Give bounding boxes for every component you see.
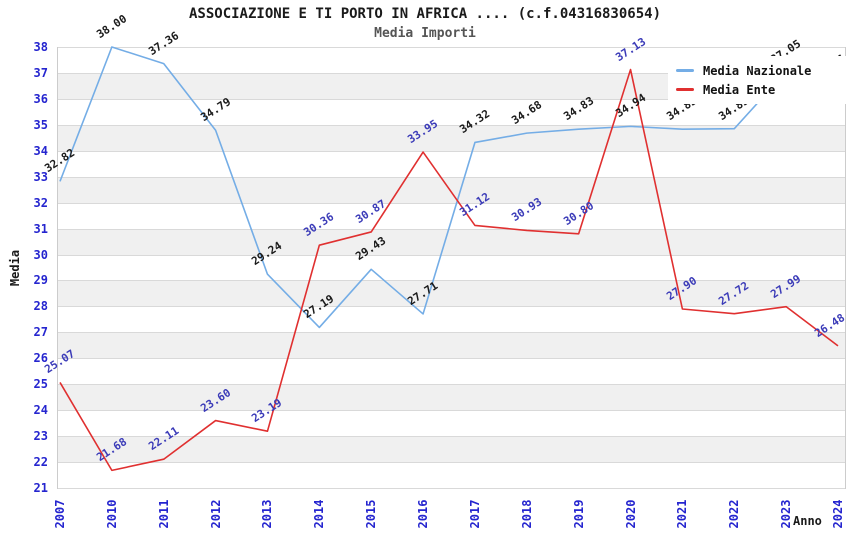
y-tick-label: 35 [33, 117, 48, 132]
y-tick-label: 36 [33, 91, 48, 106]
y-gridline [58, 488, 845, 489]
legend-item-media-ente: Media Ente [676, 83, 846, 97]
y-gridline [58, 410, 845, 412]
y-gridline [58, 124, 845, 126]
y-tick-label: 24 [33, 403, 48, 418]
y-tick-label: 27 [33, 325, 48, 340]
y-tick-label: 38 [33, 40, 48, 54]
y-tick-label: 25 [33, 377, 48, 392]
alternating-band [58, 176, 845, 203]
x-tick-label: 2022 [727, 499, 742, 529]
y-gridline [58, 150, 845, 152]
y-tick-label: 33 [33, 169, 48, 184]
alternating-band [58, 228, 845, 255]
alternating-band [58, 384, 845, 411]
y-gridline [58, 384, 845, 386]
y-tick-label: 32 [33, 195, 48, 210]
y-gridline [58, 462, 845, 464]
y-gridline [58, 254, 845, 256]
y-gridline [58, 228, 845, 230]
x-tick-label: 2017 [467, 499, 482, 529]
x-tick-label: 2021 [675, 499, 690, 529]
x-tick-label: 2016 [416, 499, 431, 529]
x-tick-label: 2010 [104, 499, 119, 529]
chart-title: ASSOCIAZIONE E TI PORTO IN AFRICA .... (… [188, 6, 661, 22]
y-gridline [58, 280, 845, 282]
y-tick-label: 31 [33, 221, 48, 236]
y-gridline [58, 202, 845, 204]
y-gridline [58, 332, 845, 334]
x-tick-label: 2018 [519, 499, 534, 529]
legend-label: Media Ente [703, 82, 776, 97]
x-tick-label: 2024 [831, 499, 845, 529]
x-tick-label: 2013 [260, 499, 275, 529]
y-tick-label: 37 [33, 65, 48, 80]
legend: Media Nazionale Media Ente [668, 56, 846, 104]
x-tick-label: 2019 [571, 499, 586, 529]
chart-subtitle: Media Importi [374, 26, 476, 41]
x-tick-label: 2011 [156, 499, 171, 529]
y-tick-label: 26 [33, 351, 48, 366]
y-gridline [58, 358, 845, 360]
x-tick-label: 2015 [364, 499, 379, 529]
legend-label: Media Nazionale [703, 63, 812, 78]
y-tick-label: 30 [33, 247, 48, 262]
y-axis-title: Media [8, 249, 22, 287]
legend-line-swatch-blue [676, 69, 694, 72]
y-tick-label: 29 [33, 273, 48, 288]
legend-line-swatch-red [676, 88, 694, 91]
y-tick-label: 22 [33, 455, 48, 470]
x-tick-label: 2014 [312, 499, 327, 529]
x-tick-label: 2023 [779, 499, 794, 529]
y-tick-label: 34 [33, 143, 48, 158]
x-tick-label: 2012 [208, 499, 223, 529]
y-tick-label: 28 [33, 299, 48, 314]
y-tick-label: 21 [33, 481, 48, 495]
x-tick-label: 2007 [53, 499, 67, 529]
x-tick-label: 2020 [623, 499, 638, 529]
legend-item-media-nazionale: Media Nazionale [676, 64, 846, 78]
y-gridline [58, 47, 845, 48]
y-gridline [58, 176, 845, 178]
alternating-band [58, 332, 845, 359]
y-tick-label: 23 [33, 429, 48, 444]
x-axis-title: Anno [793, 514, 822, 528]
alternating-band [58, 436, 845, 463]
